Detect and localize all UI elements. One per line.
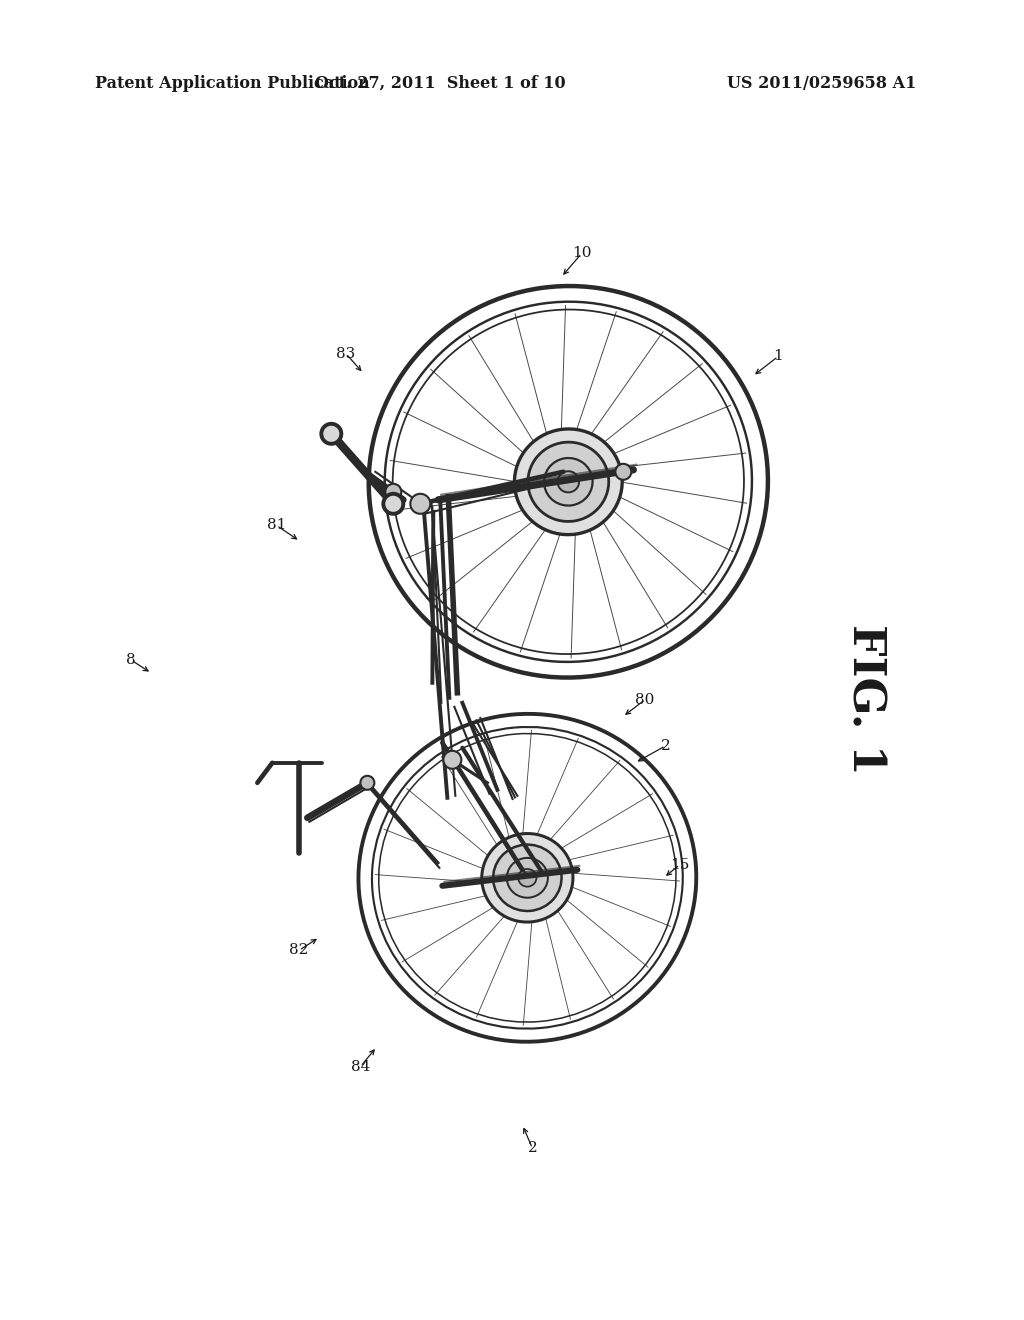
- Circle shape: [615, 463, 632, 479]
- Circle shape: [443, 751, 462, 768]
- Text: 1: 1: [773, 350, 783, 363]
- Text: 2: 2: [660, 739, 671, 752]
- Text: 2: 2: [527, 1142, 538, 1155]
- Ellipse shape: [481, 833, 573, 923]
- Text: 82: 82: [290, 944, 308, 957]
- Ellipse shape: [514, 429, 623, 535]
- Text: 84: 84: [351, 1060, 370, 1073]
- Circle shape: [322, 424, 341, 444]
- Ellipse shape: [544, 458, 593, 506]
- Ellipse shape: [557, 471, 580, 492]
- Ellipse shape: [507, 858, 548, 898]
- Text: FIG. 1: FIG. 1: [844, 624, 887, 775]
- Ellipse shape: [528, 442, 608, 521]
- Circle shape: [360, 776, 375, 789]
- Text: 83: 83: [337, 347, 355, 360]
- Text: Oct. 27, 2011  Sheet 1 of 10: Oct. 27, 2011 Sheet 1 of 10: [315, 75, 565, 91]
- Text: 8: 8: [126, 653, 136, 667]
- Ellipse shape: [518, 869, 537, 887]
- Text: US 2011/0259658 A1: US 2011/0259658 A1: [727, 75, 916, 91]
- Circle shape: [383, 494, 403, 513]
- Text: 15: 15: [671, 858, 689, 871]
- Text: 10: 10: [571, 247, 592, 260]
- Text: Patent Application Publication: Patent Application Publication: [95, 75, 370, 91]
- Circle shape: [411, 494, 430, 513]
- Circle shape: [385, 484, 401, 500]
- Ellipse shape: [494, 845, 561, 911]
- Text: 81: 81: [267, 519, 286, 532]
- Text: 80: 80: [636, 693, 654, 706]
